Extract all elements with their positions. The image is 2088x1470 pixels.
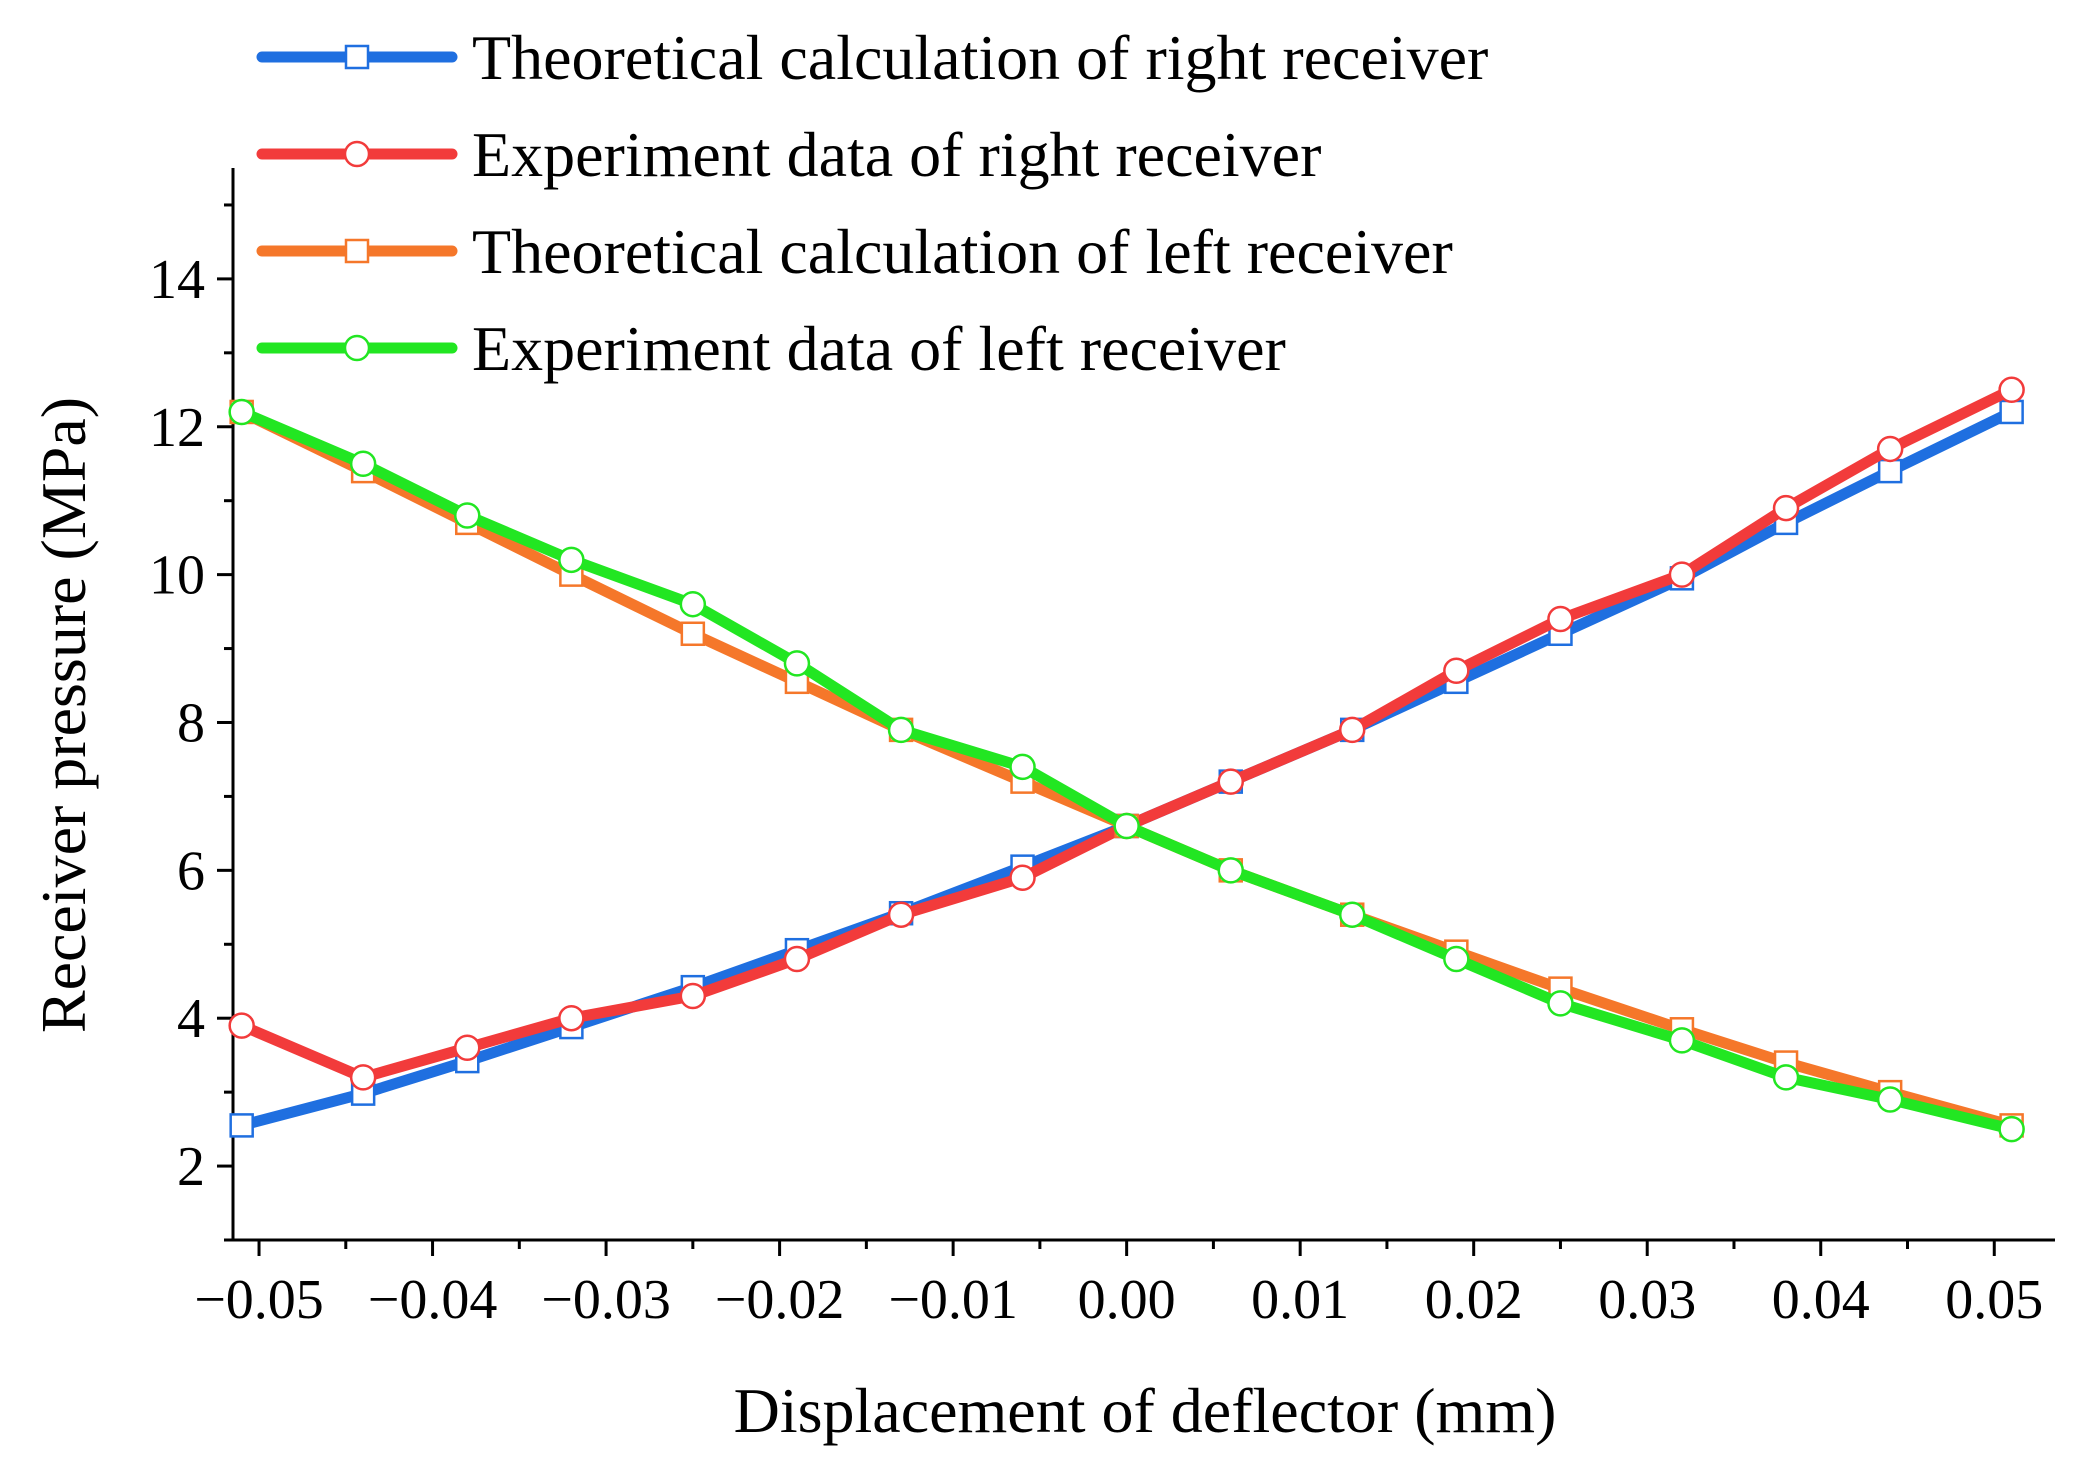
- data-point: [1876, 1086, 1904, 1113]
- data-point: [1772, 494, 1800, 522]
- data-point: [1113, 812, 1140, 840]
- x-tick-label: 0.04: [1772, 1269, 1870, 1331]
- data-point: [887, 901, 915, 928]
- x-axis-title: Displacement of deflector (mm): [734, 1375, 1557, 1446]
- x-tick-label: −0.01: [888, 1269, 1018, 1331]
- legend-marker: [343, 334, 371, 362]
- data-point: [1217, 857, 1245, 884]
- x-tick-label: 0.00: [1078, 1269, 1176, 1331]
- series-line: [236, 406, 2018, 1131]
- data-point: [1998, 376, 2025, 404]
- y-tick-label: 8: [177, 692, 205, 754]
- legend-item: Experiment data of right receiver: [256, 119, 1321, 190]
- data-point: [558, 1004, 585, 1032]
- legend-marker: [343, 140, 371, 168]
- series-line: [236, 406, 2018, 1131]
- data-point: [1338, 716, 1366, 744]
- legend-item: Theoretical calculation of right receive…: [256, 22, 1488, 93]
- data-point: [1668, 1027, 1696, 1054]
- data-point: [887, 716, 915, 744]
- x-tick-label: −0.05: [194, 1269, 324, 1331]
- data-point: [783, 945, 811, 973]
- data-point: [228, 1012, 255, 1039]
- data-point: [228, 398, 255, 426]
- series-1: [229, 399, 2024, 1138]
- x-tick-label: 0.05: [1945, 1269, 2043, 1331]
- legend-label: Theoretical calculation of right receive…: [472, 22, 1488, 93]
- data-point: [783, 650, 811, 677]
- series-2: [228, 376, 2025, 1091]
- data-point: [454, 502, 481, 529]
- y-tick-label: 14: [149, 249, 205, 311]
- data-point: [1998, 1115, 2025, 1143]
- data-point: [1443, 945, 1470, 973]
- x-tick-label: −0.04: [368, 1269, 498, 1331]
- y-tick-label: 2: [177, 1136, 205, 1198]
- x-tick-label: −0.02: [715, 1269, 845, 1331]
- x-ticks: −0.05 −0.04 −0.03 −0.02 −0.01 0.00 0.01 0.02 0.0…: [194, 1240, 2043, 1331]
- legend-label: Theoretical calculation of left receiver: [472, 216, 1453, 287]
- data-point: [1547, 605, 1574, 633]
- data-point: [1999, 399, 2024, 425]
- data-point: [558, 546, 585, 574]
- data-point: [349, 1064, 377, 1091]
- data-point: [454, 1034, 481, 1062]
- x-tick-label: 0.02: [1425, 1269, 1523, 1331]
- series-4: [228, 398, 2025, 1143]
- y-tick-label: 12: [149, 397, 205, 459]
- legend: Theoretical calculation of right receive…: [256, 22, 1488, 384]
- data-point: [1443, 657, 1470, 684]
- x-tick-label: 0.03: [1598, 1269, 1696, 1331]
- y-tick-label: 6: [177, 840, 205, 902]
- x-tick-label: −0.03: [541, 1269, 671, 1331]
- data-point: [1668, 561, 1696, 588]
- y-tick-label: 4: [177, 988, 205, 1050]
- legend-marker: [344, 44, 370, 70]
- data-point: [680, 621, 706, 647]
- series-3: [229, 399, 2024, 1138]
- data-point: [1772, 1064, 1800, 1091]
- data-point: [1217, 768, 1245, 795]
- data-point: [1009, 864, 1036, 891]
- data-point: [1547, 990, 1574, 1017]
- data-point: [1009, 753, 1036, 781]
- series-line: [236, 406, 2018, 1135]
- legend-label: Experiment data of right receiver: [472, 119, 1321, 190]
- data-point: [1338, 901, 1366, 928]
- axes: [231, 168, 2055, 1242]
- data-point: [679, 982, 707, 1010]
- data-point: [679, 590, 707, 618]
- legend-marker: [344, 238, 370, 264]
- data-point: [1877, 458, 1903, 484]
- data-point: [349, 450, 377, 477]
- x-tick-label: 0.01: [1251, 1269, 1349, 1331]
- legend-label: Experiment data of left receiver: [472, 313, 1286, 384]
- data-point: [229, 1113, 254, 1138]
- legend-item: Theoretical calculation of left receiver: [256, 216, 1453, 287]
- y-tick-label: 10: [149, 545, 205, 607]
- series-layer: [228, 376, 2025, 1143]
- y-ticks: 2 4 6 8 10 12 14: [149, 203, 233, 1242]
- y-axis-title: Receiver pressure (MPa): [28, 397, 99, 1033]
- data-point: [1876, 435, 1904, 463]
- series-line: [236, 384, 2018, 1083]
- legend-item: Experiment data of left receiver: [256, 313, 1286, 384]
